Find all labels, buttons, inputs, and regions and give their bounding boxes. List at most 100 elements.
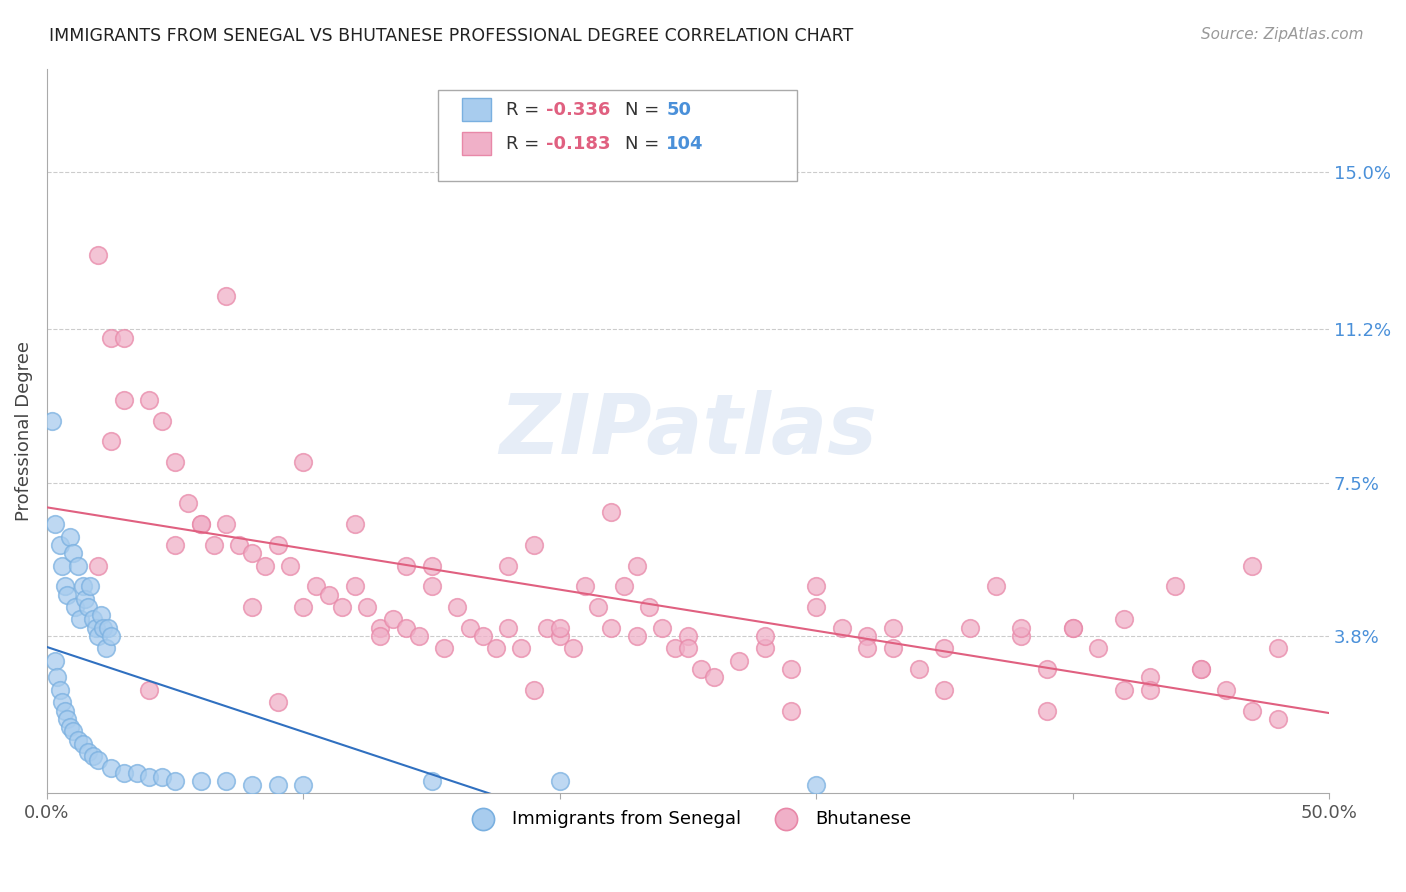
Point: [318, 588, 340, 602]
Point: [689, 662, 711, 676]
Text: IMMIGRANTS FROM SENEGAL VS BHUTANESE PROFESSIONAL DEGREE CORRELATION CHART: IMMIGRANTS FROM SENEGAL VS BHUTANESE PRO…: [49, 27, 853, 45]
Point: [804, 579, 827, 593]
Point: [831, 621, 853, 635]
Point: [266, 538, 288, 552]
Point: [75, 591, 97, 606]
Point: [1189, 662, 1212, 676]
Point: [215, 517, 238, 532]
Point: [523, 538, 546, 552]
Point: [1112, 612, 1135, 626]
Point: [240, 778, 263, 792]
Point: [41, 414, 63, 428]
Point: [458, 621, 481, 635]
Legend: Immigrants from Senegal, Bhutanese: Immigrants from Senegal, Bhutanese: [457, 803, 918, 835]
Point: [100, 762, 122, 776]
Point: [150, 414, 173, 428]
Point: [356, 599, 378, 614]
Point: [100, 331, 122, 345]
Point: [485, 641, 508, 656]
Point: [856, 629, 879, 643]
Point: [626, 629, 648, 643]
Point: [420, 579, 443, 593]
Point: [59, 530, 82, 544]
Point: [77, 745, 100, 759]
Text: -0.336: -0.336: [546, 101, 610, 119]
Point: [368, 629, 391, 643]
Point: [215, 773, 238, 788]
Point: [754, 641, 776, 656]
Point: [856, 641, 879, 656]
Point: [1010, 621, 1032, 635]
Point: [112, 392, 135, 407]
Point: [754, 629, 776, 643]
Point: [138, 770, 160, 784]
Point: [165, 538, 187, 552]
Point: [77, 599, 100, 614]
Point: [44, 654, 66, 668]
Point: [51, 695, 73, 709]
Point: [87, 558, 110, 573]
Point: [56, 588, 79, 602]
Point: [253, 558, 276, 573]
Bar: [463, 98, 491, 121]
Point: [382, 612, 405, 626]
Point: [87, 248, 110, 262]
Point: [305, 579, 328, 593]
Text: N =: N =: [626, 135, 665, 153]
Point: [728, 654, 751, 668]
Point: [536, 621, 558, 635]
Point: [882, 621, 904, 635]
Point: [240, 599, 263, 614]
Point: [292, 455, 315, 469]
Point: [1062, 621, 1084, 635]
Point: [471, 629, 494, 643]
Point: [1215, 682, 1237, 697]
Point: [1036, 704, 1059, 718]
Point: [53, 704, 76, 718]
Point: [138, 392, 160, 407]
Point: [498, 558, 520, 573]
Point: [112, 331, 135, 345]
Point: [934, 641, 956, 656]
Point: [1036, 662, 1059, 676]
Point: [574, 579, 596, 593]
Point: [84, 621, 107, 635]
Point: [97, 621, 120, 635]
Point: [561, 641, 583, 656]
Point: [368, 621, 391, 635]
Point: [984, 579, 1007, 593]
Point: [638, 599, 661, 614]
Point: [94, 641, 117, 656]
Point: [165, 773, 187, 788]
Point: [53, 579, 76, 593]
Point: [510, 641, 533, 656]
Point: [433, 641, 456, 656]
Text: 104: 104: [666, 135, 703, 153]
Point: [66, 732, 89, 747]
Point: [48, 682, 70, 697]
Point: [202, 538, 225, 552]
Text: -0.183: -0.183: [546, 135, 610, 153]
Point: [343, 579, 366, 593]
Point: [804, 599, 827, 614]
Point: [190, 517, 212, 532]
Text: R =: R =: [506, 135, 546, 153]
Point: [266, 695, 288, 709]
Point: [548, 773, 571, 788]
Point: [330, 599, 353, 614]
Point: [190, 773, 212, 788]
Point: [420, 558, 443, 573]
Point: [1010, 629, 1032, 643]
Point: [1062, 621, 1084, 635]
Point: [69, 612, 91, 626]
FancyBboxPatch shape: [437, 90, 797, 181]
Point: [66, 558, 89, 573]
Point: [1112, 682, 1135, 697]
Point: [215, 289, 238, 303]
Point: [1267, 712, 1289, 726]
Point: [112, 765, 135, 780]
Point: [613, 579, 636, 593]
Point: [280, 558, 302, 573]
Point: [1139, 682, 1161, 697]
Point: [676, 629, 699, 643]
